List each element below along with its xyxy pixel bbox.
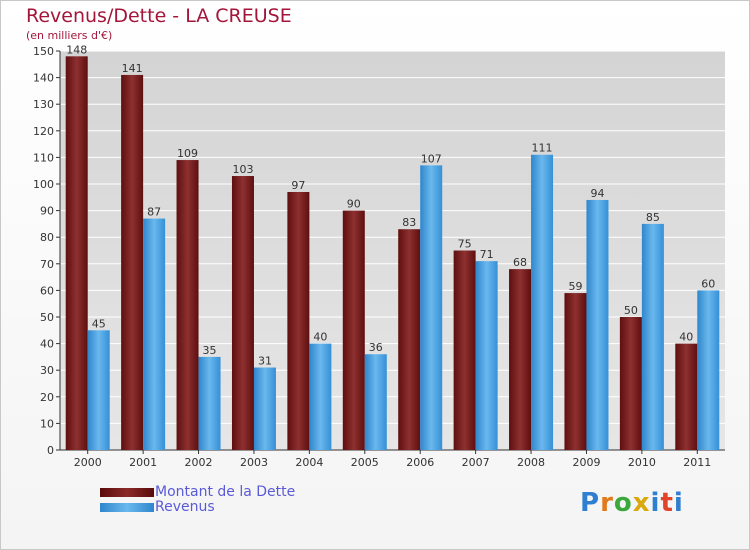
logo-letter: i [650,488,661,518]
data-label-revenus: 40 [313,331,327,344]
data-label-dette: 59 [568,280,582,293]
bar-revenus [641,223,664,450]
x-tick-label: 2008 [517,456,545,469]
bar-dette [509,269,532,450]
bar-revenus [309,343,332,450]
x-tick-label: 2007 [462,456,490,469]
bar-dette [121,74,144,450]
data-label-dette: 97 [291,179,305,192]
chart-title: Revenus/Dette - LA CREUSE [26,5,292,27]
bar-revenus [420,165,443,450]
data-label-dette: 148 [66,43,87,56]
x-tick-label: 2004 [295,456,323,469]
bar-dette [619,317,642,450]
bar-dette [675,343,698,450]
y-tick-label: 10 [40,417,54,430]
data-label-revenus: 107 [421,152,442,165]
logo-letter: t [660,488,674,518]
x-tick-label: 2001 [129,456,157,469]
data-label-dette: 103 [232,163,253,176]
bar-revenus [143,218,166,450]
x-tick-label: 2000 [74,456,102,469]
data-label-revenus: 35 [203,344,217,357]
logo-letter: i [673,488,684,518]
data-label-dette: 50 [624,304,638,317]
y-tick-label: 20 [40,391,54,404]
proxiti-logo: Proxiti [580,488,684,518]
data-label-dette: 141 [122,62,143,75]
data-label-revenus: 111 [532,142,553,155]
legend-label-revenus: Revenus [155,499,215,515]
bar-dette [564,293,587,450]
plot-area [60,51,725,450]
x-tick-label: 2009 [572,456,600,469]
y-tick-label: 150 [33,45,54,58]
data-label-dette: 68 [513,256,527,269]
y-tick-label: 80 [40,231,54,244]
data-label-dette: 40 [679,331,693,344]
bar-revenus [364,354,387,450]
data-label-revenus: 94 [590,187,604,200]
y-tick-label: 50 [40,311,54,324]
y-tick-label: 90 [40,205,54,218]
data-label-dette: 83 [402,216,416,229]
bar-dette [176,160,199,450]
data-label-revenus: 31 [258,355,272,368]
data-label-revenus: 45 [92,317,106,330]
data-label-revenus: 87 [147,206,161,219]
x-tick-label: 2006 [406,456,434,469]
logo-letter: o [613,488,633,518]
data-label-revenus: 36 [369,341,383,354]
y-tick-label: 100 [33,178,54,191]
x-tick-label: 2002 [185,456,213,469]
x-tick-label: 2003 [240,456,268,469]
bar-revenus [475,261,498,450]
y-tick-label: 140 [33,72,54,85]
y-tick-label: 130 [33,98,54,111]
y-tick-label: 40 [40,338,54,351]
logo-letter: P [580,488,601,518]
data-label-dette: 75 [458,238,472,251]
legend-label-dette: Montant de la Dette [155,484,296,500]
bar-revenus [253,367,276,450]
bar-dette [398,229,421,450]
legend-swatch-revenus [100,503,154,512]
bar-dette [342,210,365,450]
y-tick-label: 120 [33,125,54,138]
y-tick-label: 110 [33,151,54,164]
x-tick-label: 2010 [628,456,656,469]
logo-letter: x [632,488,651,518]
y-tick-label: 0 [47,444,54,457]
bar-dette [65,56,88,450]
x-tick-label: 2011 [683,456,711,469]
data-label-revenus: 85 [646,211,660,224]
bar-revenus [531,154,554,451]
data-label-dette: 109 [177,147,198,160]
data-label-revenus: 60 [701,277,715,290]
legend-swatch-dette [100,488,154,497]
x-tick-label: 2005 [351,456,379,469]
y-tick-label: 30 [40,364,54,377]
bar-revenus [198,356,221,450]
bar-revenus [586,199,609,450]
bar-dette [453,250,476,450]
y-tick-label: 70 [40,258,54,271]
logo-letter: r [600,488,614,518]
bar-dette [287,191,310,451]
bar-revenus [87,330,110,450]
chart-subtitle: (en milliers d'€) [26,29,113,42]
bar-dette [231,176,254,450]
data-label-revenus: 71 [480,248,494,261]
bar-revenus [697,290,720,450]
y-tick-label: 60 [40,284,54,297]
data-label-dette: 90 [347,198,361,211]
